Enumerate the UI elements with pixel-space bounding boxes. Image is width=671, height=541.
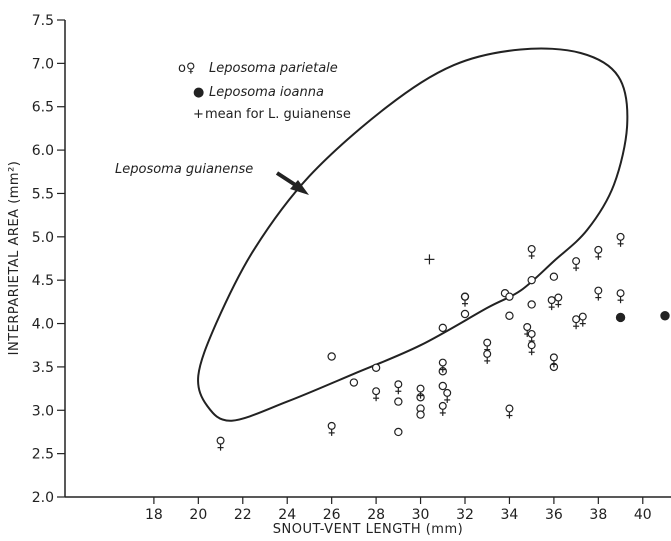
- x-tick-label: 34: [501, 507, 519, 523]
- point-parietale-open: [460, 309, 470, 319]
- point-parietale-open: [371, 363, 381, 372]
- point-parietale-open: [349, 378, 359, 387]
- point-parietale-female: [505, 404, 514, 419]
- y-tick-label: 3.5: [32, 360, 54, 376]
- y-tick-label: 5.5: [32, 186, 54, 202]
- x-tick-label: 28: [367, 507, 385, 523]
- point-parietale-female: [483, 349, 492, 364]
- y-tick-label: 2.0: [32, 490, 54, 506]
- legend-item-parietale: o♀ Leposoma parietale: [178, 61, 338, 76]
- point-parietale-female: [216, 436, 225, 451]
- point-parietale-female: [616, 232, 625, 247]
- x-tick-label: 24: [278, 507, 296, 523]
- point-parietale-open: [438, 323, 447, 333]
- point-parietale-open: [394, 427, 403, 437]
- axes: [64, 20, 671, 498]
- point-parietale-female: [572, 257, 581, 272]
- x-tick-label: 26: [323, 507, 341, 523]
- point-parietale-female: [547, 296, 556, 311]
- legend-label-parietale: Leposoma parietale: [209, 61, 338, 76]
- x-tick-label: 38: [589, 507, 607, 523]
- x-tick-label: 40: [634, 507, 652, 523]
- point-parietale-female: [527, 341, 536, 356]
- point-parietale-female: [594, 286, 603, 301]
- point-parietale-female: [572, 315, 581, 330]
- y-tick-label: 4.5: [32, 273, 54, 289]
- point-parietale-female: [461, 292, 470, 307]
- y-tick-label: 7.5: [32, 13, 54, 29]
- legend-item-ioanna: ● Leposoma ioanna: [193, 85, 324, 100]
- y-tick-label: 6.0: [32, 143, 54, 159]
- legend: o♀ Leposoma parietale ● Leposoma ioanna …: [178, 61, 351, 122]
- legend-label-guianense-mean: mean for L. guianense: [205, 107, 351, 122]
- y-tick-label: 5.0: [32, 230, 54, 246]
- envelope-annotation: Leposoma guianense: [115, 162, 309, 195]
- point-parietale-open: [527, 275, 536, 285]
- point-parietale-female: [327, 421, 336, 436]
- point-parietale-female: [394, 380, 403, 395]
- point-guianense-mean: [424, 254, 435, 265]
- y-tick-label: 6.5: [32, 100, 54, 116]
- y-tick-label: 3.0: [32, 403, 54, 419]
- legend-symbol-guianense-mean: +: [193, 107, 204, 122]
- ticks: [57, 19, 644, 504]
- x-tick-label: 22: [234, 507, 252, 523]
- x-tick-label: 32: [456, 507, 474, 523]
- point-parietale-open: [505, 311, 514, 320]
- point-parietale-female: [443, 388, 452, 403]
- x-tick-label: 36: [545, 507, 563, 523]
- point-parietale-open: [394, 397, 403, 406]
- annotation-label: Leposoma guianense: [115, 162, 253, 177]
- point-parietale-female: [594, 245, 603, 260]
- legend-item-guianense-mean: + mean for L. guianense: [193, 107, 351, 122]
- point-ioanna: [615, 312, 626, 323]
- legend-symbol-ioanna: ●: [193, 85, 204, 100]
- point-parietale-female: [372, 387, 381, 402]
- point-ioanna: [660, 311, 670, 321]
- tick-labels: 18 20 22 24 26 28 30 32 34 36 38 40 2.0 2.5 3.0 3.5 4.0 4…: [32, 13, 652, 523]
- x-tick-label: 30: [412, 507, 430, 523]
- legend-label-ioanna: Leposoma ioanna: [209, 85, 324, 100]
- point-parietale-female: [554, 293, 563, 308]
- y-axis-title: INTERPARIETAL AREA (mm²): [7, 161, 22, 356]
- point-parietale-female: [416, 384, 425, 399]
- y-tick-label: 7.0: [32, 56, 54, 72]
- x-axis-title: SNOUT-VENT LENGTH (mm): [273, 522, 463, 537]
- legend-symbol-parietale: o♀: [178, 61, 195, 76]
- point-parietale-female: [438, 358, 447, 373]
- y-tick-label: 2.5: [32, 447, 54, 463]
- point-parietale-open: [438, 381, 447, 391]
- point-parietale-open: [416, 410, 425, 419]
- point-parietale-female: [549, 353, 558, 368]
- point-parietale-female: [578, 312, 587, 327]
- point-parietale-female: [527, 244, 536, 259]
- y-tick-label: 4.0: [32, 317, 54, 333]
- annotation-arrow-icon: [275, 171, 309, 195]
- point-parietale-open: [505, 292, 514, 301]
- point-parietale-open: [549, 272, 559, 281]
- data-points: [216, 232, 670, 451]
- x-tick-label: 20: [189, 507, 207, 523]
- point-parietale-female: [616, 289, 625, 304]
- point-parietale-female: [438, 401, 447, 416]
- point-parietale-open: [527, 300, 536, 309]
- point-parietale-open: [327, 352, 336, 361]
- guianense-envelope: [197, 47, 629, 422]
- x-tick-label: 18: [145, 507, 163, 523]
